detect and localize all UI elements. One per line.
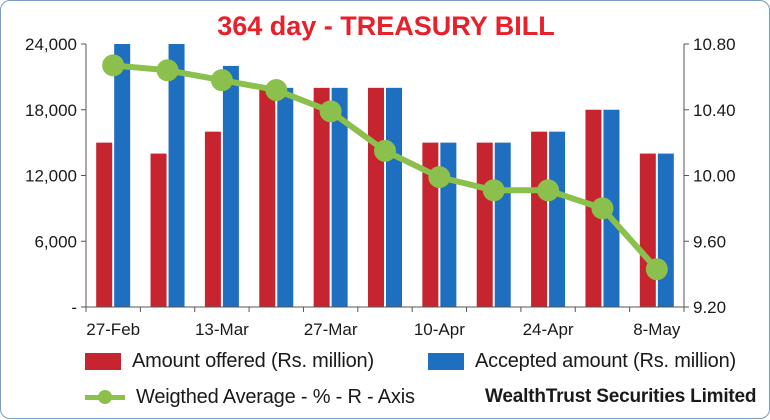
- weighted-average-point-6: [428, 166, 451, 189]
- weighted-average-line: [112, 62, 660, 272]
- weighted-average-point-3: [265, 79, 288, 102]
- bar-accepted-2: [222, 65, 239, 308]
- weighted-average-point-7: [482, 179, 505, 202]
- legend-row-1: Amount offered (Rs. million) Accepted am…: [85, 348, 751, 374]
- weighted-average-point-0: [102, 54, 125, 77]
- legend-label-accepted: Accepted amount (Rs. million): [475, 349, 736, 372]
- left-tick-label-0: -: [71, 298, 77, 317]
- right-tick-label-4: 10.80: [693, 35, 736, 54]
- bar-offered-1: [150, 153, 167, 307]
- right-tick-label-1: 9.60: [693, 232, 726, 251]
- weighted-average-point-5: [374, 139, 396, 162]
- left-tick-label-3: 18,000: [25, 101, 77, 120]
- bar-accepted-10: [657, 153, 674, 307]
- weighted-average-point-10: [645, 258, 668, 281]
- bar-accepted-1: [168, 44, 185, 307]
- bar-offered-4: [313, 87, 330, 307]
- x-tick-label-10: 8-May: [633, 320, 681, 339]
- left-tick-label-4: 24,000: [25, 35, 77, 54]
- left-tick-label-2: 12,000: [25, 167, 77, 186]
- bar-offered-7: [476, 142, 493, 307]
- right-tick-label-2: 10.00: [693, 167, 736, 186]
- x-tick-label-2: 13-Mar: [195, 320, 249, 339]
- right-tick-label-0: 9.20: [693, 298, 726, 317]
- legend-label-weighted: Weigthed Average - % - R - Axis: [136, 385, 415, 408]
- legend-accepted-amount: Accepted amount (Rs. million): [428, 348, 736, 374]
- bar-accepted-7: [494, 142, 511, 307]
- bar-accepted-3: [277, 87, 294, 307]
- legend-label-offered: Amount offered (Rs. million): [132, 349, 374, 372]
- x-tick-label-0: 27-Feb: [86, 320, 140, 339]
- weighted-average-point-9: [591, 197, 614, 220]
- weighted-average-point-8: [537, 179, 560, 202]
- weighted-average-point-2: [210, 69, 233, 92]
- legend-amount-offered: Amount offered (Rs. million): [85, 348, 374, 374]
- legend-swatch-weighted: [85, 387, 125, 407]
- legend-row-2: Weigthed Average - % - R - Axis WealthTr…: [85, 384, 757, 410]
- bar-offered-0: [96, 142, 113, 307]
- bar-accepted-4: [331, 87, 348, 307]
- source-text: WealthTrust Securities Limited: [485, 386, 757, 407]
- bar-offered-8: [531, 131, 548, 307]
- bar-offered-5: [368, 87, 384, 307]
- source-label: WealthTrust Securities Limited: [485, 384, 757, 410]
- chart-title: 364 day - TREASURY BILL: [217, 11, 555, 41]
- x-tick-label-4: 27-Mar: [304, 320, 358, 339]
- x-tick-label-8: 24-Apr: [523, 320, 574, 339]
- bar-offered-2: [204, 131, 221, 307]
- bar-accepted-5: [386, 87, 402, 307]
- left-tick-label-1: 6,000: [34, 232, 77, 251]
- legend-swatch-accepted: [428, 352, 464, 370]
- legend-swatch-offered: [85, 352, 121, 370]
- bar-offered-10: [639, 153, 656, 307]
- bar-accepted-8: [549, 131, 566, 307]
- bar-accepted-0: [114, 44, 131, 307]
- weighted-average-point-4: [319, 100, 342, 123]
- bar-offered-3: [259, 87, 276, 307]
- right-tick-label-3: 10.40: [693, 101, 736, 120]
- legend-weighted-average: Weigthed Average - % - R - Axis: [85, 384, 415, 410]
- weighted-average-point-1: [156, 59, 179, 82]
- x-tick-label-6: 10-Apr: [414, 320, 465, 339]
